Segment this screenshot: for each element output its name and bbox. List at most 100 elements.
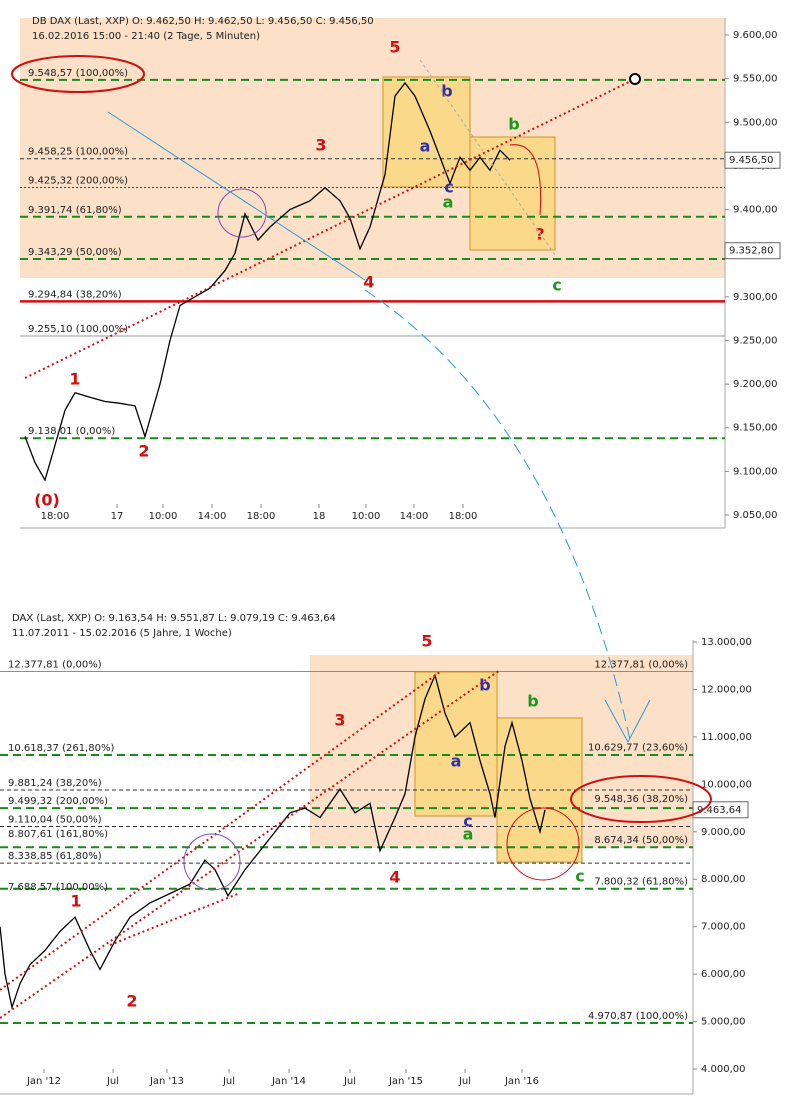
x-tick-label: Jan '14 — [271, 1076, 306, 1087]
wave-label: 2 — [126, 992, 137, 1011]
y-tick-label: 9.100,00 — [733, 466, 778, 477]
level-label: 9.294,84 (38,20%) — [28, 289, 122, 300]
level-label: 7.800,32 (61,80%) — [594, 877, 688, 888]
x-tick-label: Jul — [458, 1076, 471, 1087]
trend-line — [24, 78, 636, 379]
wave-label: b — [441, 82, 452, 101]
price-label: 9.463,64 — [697, 805, 742, 816]
wave-label: a — [451, 752, 462, 771]
x-tick-label: 14:00 — [400, 511, 429, 522]
x-tick-label: Jan '16 — [504, 1076, 539, 1087]
level-label: 9.499,32 (200,00%) — [8, 796, 108, 807]
level-label: 7.688,57 (100,00%) — [8, 882, 108, 893]
y-tick-label: 9.600,00 — [733, 30, 778, 41]
y-tick-label: 9.150,00 — [733, 423, 778, 434]
highlight-circle — [11, 55, 145, 93]
wave-label: a — [463, 825, 474, 844]
y-tick-label: 9.250,00 — [733, 335, 778, 346]
level-label: 10.629,77 (23,60%) — [588, 742, 688, 753]
highlight-circle — [506, 807, 580, 881]
y-tick-label: 4.000,00 — [701, 1064, 746, 1075]
x-tick-label: Jan '13 — [149, 1076, 184, 1087]
y-tick-label: 9.500,00 — [733, 117, 778, 128]
wave-label: (0) — [34, 491, 60, 510]
wave-label: 3 — [315, 136, 326, 155]
level-label: 8.674,34 (50,00%) — [594, 835, 688, 846]
trend-line — [109, 892, 241, 946]
y-tick-label: 9.050,00 — [733, 510, 778, 521]
x-tick-label: 18:00 — [41, 511, 70, 522]
wave-label: 1 — [69, 370, 80, 389]
level-label: 9.255,10 (100,00%) — [28, 324, 128, 335]
level-label: 9.138,01 (0,00%) — [28, 426, 115, 437]
y-tick-label: 13.000,00 — [701, 637, 752, 648]
y-tick-label: 9.400,00 — [733, 205, 778, 216]
chart-subtitle: 11.07.2011 - 15.02.2016 (5 Jahre, 1 Woch… — [12, 628, 232, 639]
wave-label: 4 — [363, 273, 374, 292]
price-line — [24, 81, 511, 482]
wave-label: b — [479, 676, 490, 695]
highlight-circle — [570, 775, 712, 823]
price-box — [724, 151, 781, 169]
level-label: 9.458,25 (100,00%) — [28, 147, 128, 158]
level-label: 9.881,24 (38,20%) — [8, 778, 102, 789]
x-tick-label: Jul — [106, 1076, 119, 1087]
link-arrow — [364, 289, 631, 741]
y-tick-label: 12.000,00 — [701, 684, 752, 695]
arrow-head — [604, 699, 651, 744]
wave-label: 1 — [70, 892, 81, 911]
trend-line — [107, 111, 366, 281]
wave-label: c — [552, 276, 561, 295]
projection-arrow — [509, 144, 542, 216]
wave-label: 5 — [421, 632, 432, 651]
y-tick-label: 11.000,00 — [701, 732, 752, 743]
x-tick-label: Jan '12 — [26, 1076, 61, 1087]
price-label: 9.456,50 — [729, 155, 774, 166]
wave-box — [382, 76, 471, 188]
x-tick-label: 17 — [111, 511, 124, 522]
price-line — [0, 673, 546, 1010]
level-label: 8.807,61 (161,80%) — [8, 829, 108, 840]
y-tick-label: 6.000,00 — [701, 969, 746, 980]
x-tick-label: 18:00 — [449, 511, 478, 522]
wave-label: c — [575, 867, 584, 886]
zone-shading — [20, 18, 725, 278]
x-tick-label: Jan '15 — [388, 1076, 423, 1087]
x-tick-label: Jul — [222, 1076, 235, 1087]
wave-label: b — [527, 692, 538, 711]
x-tick-label: Jul — [343, 1076, 356, 1087]
price-label: 9.352,80 — [729, 246, 774, 257]
wave-label: a — [420, 137, 431, 156]
level-label: 9.425,32 (200,00%) — [28, 175, 128, 186]
x-tick-label: 10:00 — [352, 511, 381, 522]
level-label: 4.970,87 (100,00%) — [588, 1011, 688, 1022]
wave-label: b — [508, 115, 519, 134]
x-tick-label: 10:00 — [149, 511, 178, 522]
wave-box — [414, 671, 498, 817]
y-tick-label: 8.000,00 — [701, 874, 746, 885]
wave-label: c — [444, 178, 453, 197]
level-label: 12.377,81 (0,00%) — [594, 660, 688, 671]
wave-label: 5 — [389, 38, 400, 57]
y-tick-label: 9.550,00 — [733, 74, 778, 85]
level-label: 12.377,81 (0,00%) — [8, 660, 102, 671]
x-tick-label: 18 — [313, 511, 326, 522]
highlight-circle — [217, 188, 267, 238]
x-tick-label: 18:00 — [247, 511, 276, 522]
level-label: 9.548,57 (100,00%) — [28, 68, 128, 79]
level-label: 9.548,36 (38,20%) — [594, 794, 688, 805]
y-tick-label: 9.200,00 — [733, 379, 778, 390]
plots: DB DAX (Last, XXP) O: 9.462,50 H: 9.462,… — [0, 16, 781, 1087]
level-label: 8.338,85 (61,80%) — [8, 851, 102, 862]
level-label: 9.110,04 (50,00%) — [8, 815, 102, 826]
wave-label: c — [463, 812, 472, 831]
trend-line — [0, 669, 501, 1019]
wave-label: 2 — [138, 442, 149, 461]
chart-subtitle: 16.02.2016 15:00 - 21:40 (2 Tage, 5 Minu… — [32, 31, 260, 42]
level-label: 9.391,74 (61,80%) — [28, 205, 122, 216]
chart-title: DAX (Last, XXP) O: 9.163,54 H: 9.551,87 … — [12, 613, 336, 624]
level-label: 9.343,29 (50,00%) — [28, 247, 122, 258]
y-tick-label: 9.000,00 — [701, 827, 746, 838]
y-tick-label: 5.000,00 — [701, 1017, 746, 1028]
